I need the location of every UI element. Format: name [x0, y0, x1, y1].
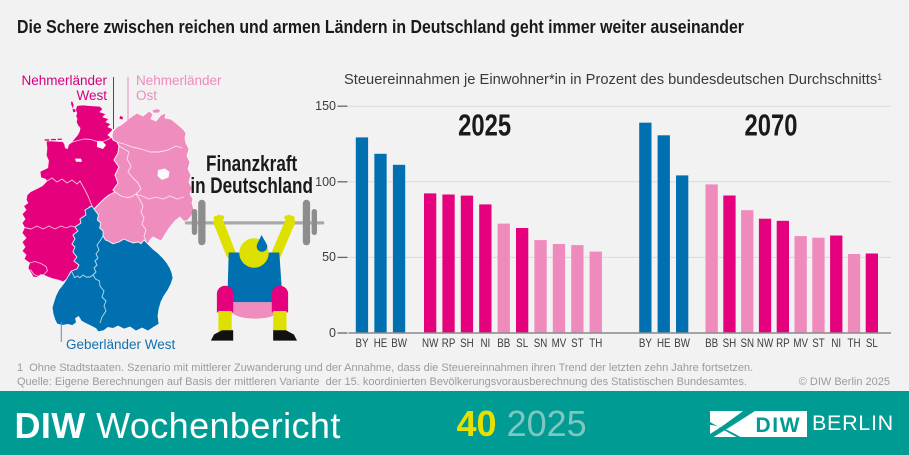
svg-text:ST: ST	[571, 337, 584, 350]
svg-text:SN: SN	[534, 337, 548, 350]
svg-text:MV: MV	[793, 337, 808, 350]
svg-text:2025: 2025	[458, 108, 511, 143]
svg-text:BB: BB	[705, 337, 718, 350]
svg-text:NI: NI	[480, 337, 490, 350]
svg-text:RP: RP	[442, 337, 456, 350]
svg-text:MV: MV	[552, 337, 567, 350]
svg-text:TH: TH	[589, 337, 602, 350]
svg-text:SH: SH	[460, 337, 474, 350]
svg-text:NW: NW	[422, 337, 439, 350]
svg-text:BB: BB	[497, 337, 510, 350]
svg-text:SN: SN	[740, 337, 754, 350]
svg-text:SL: SL	[866, 337, 878, 350]
svg-text:SH: SH	[723, 337, 737, 350]
svg-text:HE: HE	[374, 337, 388, 350]
svg-text:BY: BY	[355, 337, 368, 350]
svg-text:NW: NW	[757, 337, 774, 350]
svg-text:BY: BY	[639, 337, 652, 350]
svg-text:HE: HE	[657, 337, 671, 350]
svg-text:NI: NI	[831, 337, 841, 350]
svg-text:BW: BW	[391, 337, 408, 350]
svg-text:TH: TH	[848, 337, 861, 350]
svg-text:ST: ST	[812, 337, 825, 350]
svg-text:SL: SL	[516, 337, 528, 350]
svg-text:DIW: DIW	[755, 414, 801, 437]
svg-text:BW: BW	[674, 337, 691, 350]
svg-text:RP: RP	[776, 337, 790, 350]
svg-text:2070: 2070	[745, 108, 798, 143]
